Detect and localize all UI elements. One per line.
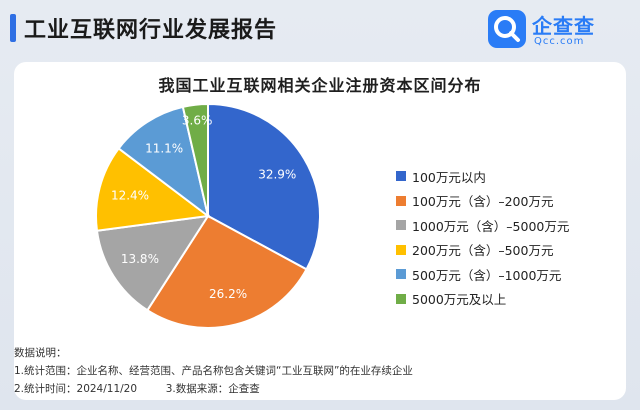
legend-label: 1000万元（含）–5000万元 bbox=[412, 218, 570, 234]
chart-legend: 100万元以内 100万元（含）–200万元 1000万元（含）–5000万元 200… bbox=[396, 164, 569, 311]
pie-data-label: 32.9% bbox=[258, 168, 296, 182]
header-accent-bar bbox=[10, 14, 16, 42]
pie-data-label: 12.4% bbox=[111, 188, 149, 202]
pie-slice bbox=[146, 214, 308, 329]
legend-swatch bbox=[396, 195, 406, 206]
pie-slice bbox=[95, 147, 211, 232]
pie-chart: 32.9% 26.2% 13.8% 12.4% 11.1% 3.6% bbox=[95, 102, 321, 329]
legend-swatch bbox=[396, 269, 406, 280]
notes-source: 3.数据来源：企查查 bbox=[165, 383, 260, 395]
notes-line-meta: 2.统计时间：2024/11/20 3.数据来源：企查查 bbox=[14, 380, 413, 398]
notes-time: 2.统计时间：2024/11/20 bbox=[14, 383, 138, 395]
legend-item: 500万元（含）–1000万元 bbox=[396, 262, 569, 287]
legend-swatch bbox=[396, 171, 406, 182]
page-title: 工业互联网行业发展报告 bbox=[24, 18, 278, 43]
pie-slice bbox=[95, 214, 211, 312]
legend-label: 200万元（含）–500万元 bbox=[412, 243, 554, 259]
legend-item: 200万元（含）–500万元 bbox=[396, 238, 569, 263]
brand-domain: Qcc.com bbox=[534, 36, 585, 47]
notes-heading: 数据说明： bbox=[14, 347, 67, 359]
chart-title: 我国工业互联网相关企业注册资本区间分布 bbox=[158, 76, 482, 95]
brand-name: 企查查 bbox=[532, 14, 595, 38]
pie-data-label: 26.2% bbox=[209, 287, 247, 301]
legend-item: 5000万元及以上 bbox=[396, 287, 569, 312]
legend-label: 100万元（含）–200万元 bbox=[412, 194, 554, 210]
legend-swatch bbox=[396, 244, 406, 255]
notes-line-scope: 1.统计范围：企业名称、经营范围、产品名称包含关键词“工业互联网”的在业存续企业 bbox=[14, 365, 413, 377]
pie-data-label: 13.8% bbox=[121, 252, 159, 266]
pie-data-label: 3.6% bbox=[182, 113, 213, 127]
chart-card: 我国工业互联网相关企业注册资本区间分布 32.9% 26.2% 13.8% 12.4%… bbox=[14, 62, 626, 400]
brand-logo: 企查查 Qcc.com bbox=[488, 8, 628, 52]
legend-swatch bbox=[396, 293, 406, 304]
pie-data-label: 11.1% bbox=[145, 141, 183, 155]
pie-slice bbox=[181, 102, 209, 217]
legend-item: 100万元（含）–200万元 bbox=[396, 189, 569, 214]
legend-label: 100万元以内 bbox=[412, 169, 486, 185]
legend-label: 500万元（含）–1000万元 bbox=[412, 267, 562, 283]
qcc-logo-icon bbox=[488, 10, 526, 48]
legend-item: 100万元以内 bbox=[396, 164, 569, 189]
data-notes: 数据说明： 1.统计范围：企业名称、经营范围、产品名称包含关键词“工业互联网”的… bbox=[14, 344, 413, 398]
pie-slice bbox=[117, 105, 210, 219]
legend-swatch bbox=[396, 220, 406, 231]
legend-item: 1000万元（含）–5000万元 bbox=[396, 213, 569, 238]
pie-slice bbox=[207, 102, 321, 271]
legend-label: 5000万元及以上 bbox=[412, 292, 507, 308]
